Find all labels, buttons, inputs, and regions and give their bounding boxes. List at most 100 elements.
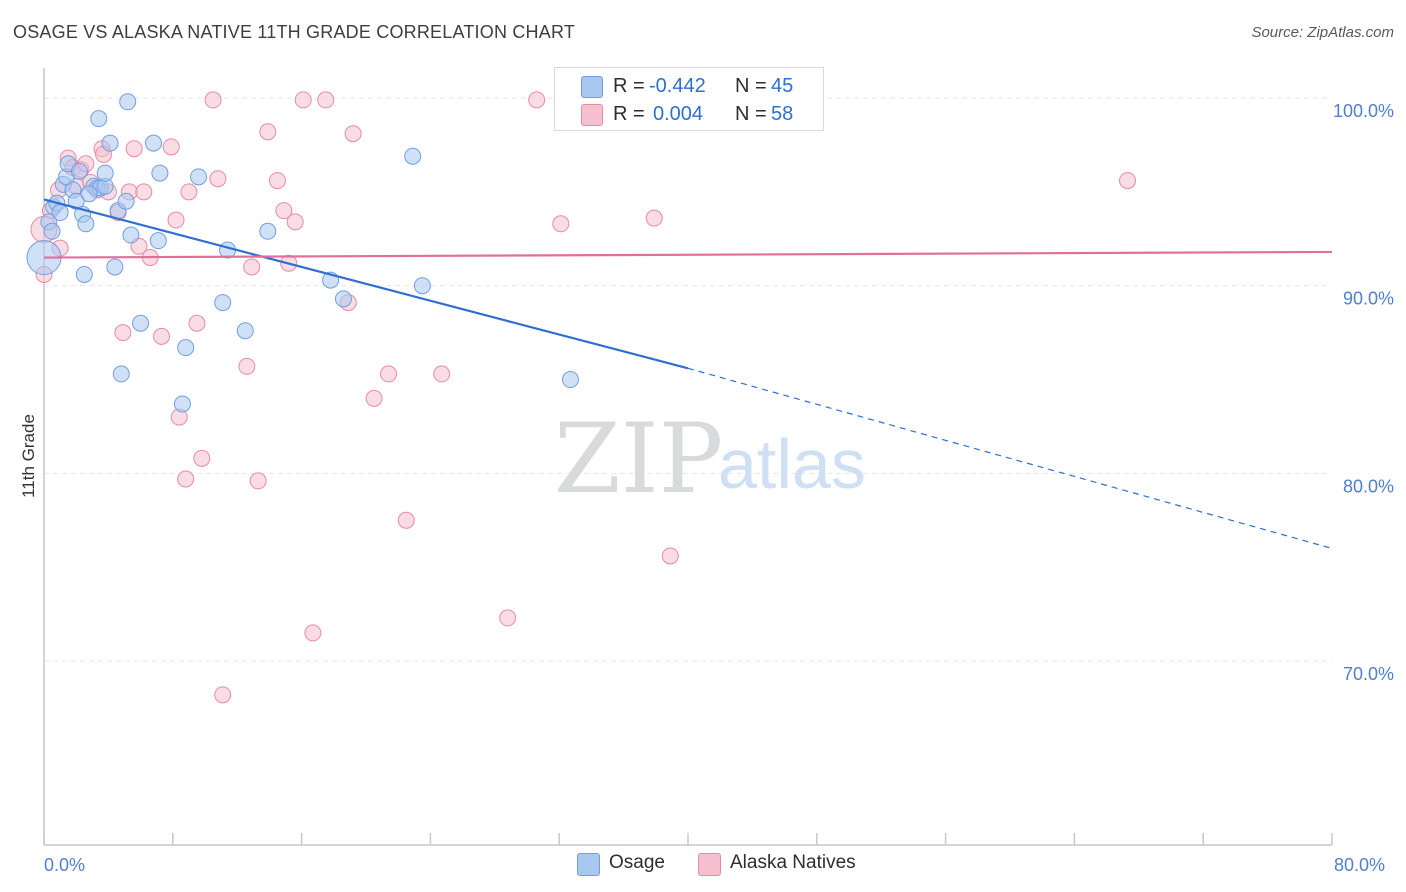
legend-n-value: 58 — [771, 103, 794, 125]
alaska-point — [114, 324, 132, 342]
alaska-point — [433, 365, 451, 383]
watermark-atlas: atlas — [718, 425, 866, 503]
osage-point — [75, 265, 93, 283]
alaska-point — [317, 91, 335, 109]
trend-lines — [43, 198, 1333, 550]
bottom-legend-label-osage: Osage — [609, 852, 665, 873]
osage-point — [144, 134, 162, 152]
legend-row-alaska: R = 0.004 N = 58 — [555, 100, 823, 128]
alaska-trend-line — [43, 250, 1333, 259]
osage-point — [334, 290, 352, 308]
x-tick-label-max: 80.0% — [1334, 855, 1385, 875]
osage-point — [236, 322, 254, 340]
x-ticks — [43, 833, 1333, 845]
alaska-point — [135, 183, 153, 201]
legend-r-value: -0.442 — [649, 75, 706, 97]
source-label: Source: ZipAtlas.com — [1251, 24, 1394, 41]
osage-point — [151, 164, 169, 182]
x-tick-label-min: 0.0% — [44, 855, 85, 875]
osage-point — [96, 164, 114, 182]
alaska-point — [153, 327, 171, 345]
legend-r-label: R = — [613, 75, 645, 97]
alaska-point — [162, 138, 180, 156]
alaska-point — [180, 183, 198, 201]
y-axis-label: 11th Grade — [19, 414, 38, 498]
alaska-point — [645, 209, 663, 227]
bottom-legend-label-alaska: Alaska Natives — [730, 852, 856, 873]
osage-point — [214, 294, 232, 312]
osage-points — [26, 93, 579, 413]
osage-point — [51, 204, 69, 222]
osage-trend-extension — [687, 367, 1333, 550]
alaska-point — [528, 91, 546, 109]
alaska-point — [397, 511, 415, 529]
alaska-point — [294, 91, 312, 109]
alaska-point — [344, 125, 362, 143]
alaska-point — [167, 211, 185, 229]
alaska-point — [304, 624, 322, 642]
osage-point — [101, 134, 119, 152]
alaska-point — [214, 686, 232, 704]
legend-box: R = -0.442 N = 45 R = 0.004 N = 58 — [554, 67, 824, 131]
osage-point — [177, 339, 195, 357]
alaska-point — [365, 389, 383, 407]
bottom-legend-swatch-osage — [577, 853, 600, 876]
alaska-point — [238, 357, 256, 375]
legend-swatch-alaska — [581, 104, 603, 126]
y-tick-label-70: 70.0% — [1343, 664, 1394, 684]
y-tick-label-80: 80.0% — [1343, 476, 1394, 496]
osage-trend-line — [43, 198, 689, 370]
alaska-point — [177, 470, 195, 488]
legend-row-osage: R = -0.442 N = 45 — [555, 72, 823, 100]
alaska-point — [268, 172, 286, 190]
y-tick-labels: 70.0% 80.0% 90.0% 100.0% — [1333, 101, 1394, 684]
osage-point — [132, 314, 150, 332]
alaska-point — [259, 123, 277, 141]
osage-point — [173, 395, 191, 413]
legend-n-value: 45 — [771, 75, 794, 97]
osage-point — [122, 226, 140, 244]
osage-point — [190, 168, 208, 186]
alaska-point — [125, 140, 143, 158]
chart-title: OSAGE VS ALASKA NATIVE 11TH GRADE CORREL… — [13, 22, 576, 42]
alaska-point — [286, 213, 304, 231]
osage-point — [80, 185, 98, 203]
osage-point — [106, 258, 124, 276]
y-tick-label-100: 100.0% — [1333, 101, 1394, 121]
osage-point — [149, 232, 167, 250]
alaska-point — [243, 258, 261, 276]
alaska-point — [552, 215, 570, 233]
watermark-zip: ZIP — [554, 403, 723, 515]
legend-r-value: 0.004 — [653, 103, 704, 125]
legend-r-label: R = — [613, 103, 645, 125]
legend-n-label: N = — [735, 103, 767, 125]
alaska-point — [499, 609, 517, 627]
alaska-point — [661, 547, 679, 565]
osage-point — [119, 93, 137, 111]
osage-point — [259, 222, 277, 240]
alaska-point — [249, 472, 267, 490]
legend-n-label: N = — [735, 75, 767, 97]
y-tick-label-90: 90.0% — [1343, 289, 1394, 309]
alaska-point — [209, 170, 227, 188]
legend-swatch-osage — [581, 76, 603, 98]
alaska-point — [275, 202, 293, 220]
grid-lines — [44, 97, 1332, 662]
alaska-point — [1119, 172, 1137, 190]
osage-point — [561, 371, 579, 389]
osage-point — [117, 192, 135, 210]
osage-point — [70, 162, 88, 180]
alaska-point — [188, 314, 206, 332]
alaska-point — [204, 91, 222, 109]
osage-point — [112, 365, 130, 383]
alaska-point — [193, 449, 211, 467]
osage-point — [77, 215, 95, 233]
osage-point — [90, 110, 108, 128]
osage-point — [413, 277, 431, 295]
bottom-legend-swatch-alaska — [698, 853, 721, 876]
osage-point — [404, 147, 422, 165]
watermark: ZIP atlas — [554, 403, 866, 515]
alaska-point — [380, 365, 398, 383]
osage-point — [43, 222, 61, 240]
